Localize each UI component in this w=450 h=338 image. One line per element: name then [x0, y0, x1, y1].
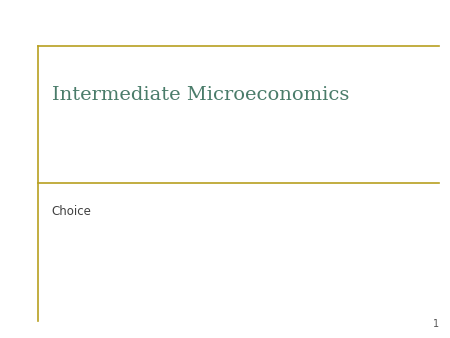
Text: Intermediate Microeconomics: Intermediate Microeconomics — [52, 86, 349, 104]
Text: Choice: Choice — [52, 205, 92, 218]
Text: 1: 1 — [432, 319, 439, 330]
